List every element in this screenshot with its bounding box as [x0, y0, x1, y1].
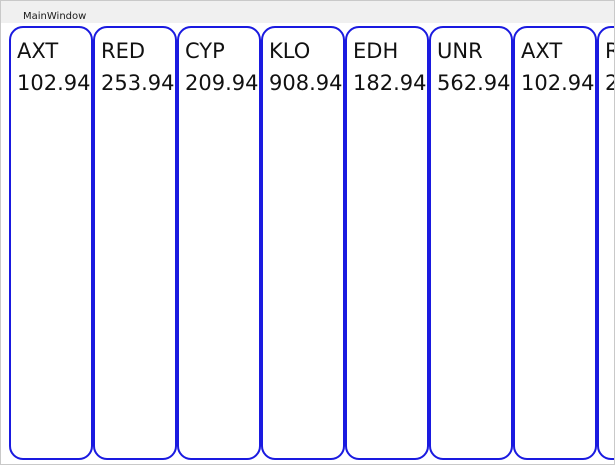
ticker-tile[interactable]: AXT 102.94 [513, 26, 597, 460]
window-title: MainWindow [23, 11, 87, 22]
ticker-price: 182.94 [353, 71, 427, 95]
ticker-tile[interactable]: UNR 562.94 [429, 26, 513, 460]
ticker-price: 562.94 [437, 71, 511, 95]
ticker-price: 253.94 [101, 71, 175, 95]
ticker-symbol: RED [101, 39, 146, 63]
ticker-symbol: UNR [437, 39, 483, 63]
title-bar: MainWindow [1, 1, 614, 23]
ticker-symbol: CYP [185, 39, 225, 63]
ticker-symbol: EDH [353, 39, 399, 63]
ticker-list: AXT 102.94 RED 253.94 CYP 209.94 KLO 908… [9, 26, 614, 460]
ticker-price: 908.94 [269, 71, 343, 95]
ticker-tile[interactable]: RED 253.94 [597, 26, 614, 460]
ticker-tile[interactable]: CYP 209.94 [177, 26, 261, 460]
ticker-tile[interactable]: RED 253.94 [93, 26, 177, 460]
ticker-panel: AXT 102.94 RED 253.94 CYP 209.94 KLO 908… [1, 23, 614, 464]
ticker-symbol: AXT [17, 39, 59, 63]
ticker-symbol: RED [605, 38, 614, 64]
ticker-symbol: AXT [521, 39, 563, 63]
ticker-price: 102.94 [17, 71, 91, 95]
ticker-symbol: KLO [269, 39, 311, 63]
ticker-price: 253.94 [605, 70, 614, 96]
ticker-tile[interactable]: KLO 908.94 [261, 26, 345, 460]
ticker-price: 209.94 [185, 71, 259, 95]
ticker-tile[interactable]: AXT 102.94 [9, 26, 93, 460]
ticker-price: 102.94 [521, 71, 595, 95]
ticker-tile[interactable]: EDH 182.94 [345, 26, 429, 460]
